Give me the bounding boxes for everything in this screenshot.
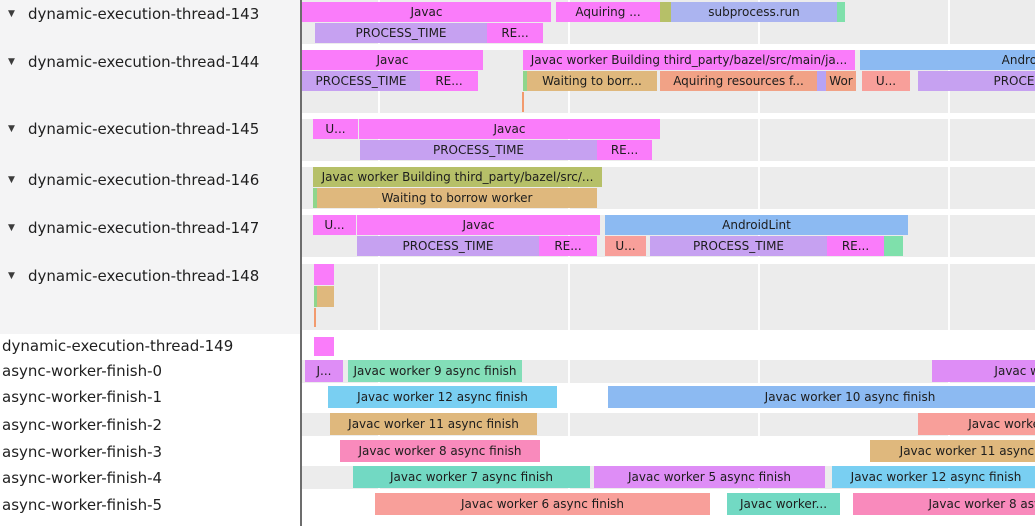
trace-slice[interactable]: Wor bbox=[826, 71, 856, 91]
instant-event-tick[interactable] bbox=[314, 308, 316, 327]
track-label-row[interactable]: dynamic-execution-thread-149 bbox=[0, 336, 300, 356]
track-label-row[interactable]: async-worker-finish-1 bbox=[0, 387, 300, 407]
track-label: async-worker-finish-1 bbox=[2, 388, 163, 406]
track-label: async-worker-finish-4 bbox=[2, 469, 163, 487]
trace-slice[interactable]: PROCESS_TIME bbox=[650, 236, 827, 256]
trace-slice[interactable]: Javac worker 12 async finish bbox=[832, 466, 1035, 488]
trace-slice[interactable]: Javac bbox=[302, 50, 483, 70]
expand-triangle-icon: ▼ bbox=[8, 9, 15, 19]
track-label: dynamic-execution-thread-144 bbox=[28, 53, 260, 71]
track-label-row[interactable]: ▼ dynamic-execution-thread-145 bbox=[0, 119, 300, 139]
trace-slice[interactable]: U... bbox=[862, 71, 910, 91]
trace-slice[interactable]: Javac worker 11 async finish bbox=[870, 440, 1035, 462]
trace-slice[interactable] bbox=[837, 2, 845, 22]
track-label: dynamic-execution-thread-148 bbox=[28, 267, 260, 285]
track-panel-shade bbox=[0, 0, 300, 334]
trace-slice[interactable] bbox=[317, 286, 334, 307]
expand-triangle-icon: ▼ bbox=[8, 223, 15, 233]
track-label-row[interactable]: async-worker-finish-3 bbox=[0, 442, 300, 462]
trace-slice[interactable]: Javac worker 7 async finish bbox=[353, 466, 590, 488]
trace-slice[interactable]: Javac w bbox=[932, 360, 1035, 382]
trace-slice[interactable]: Javac worker 8 async finish bbox=[340, 440, 540, 462]
trace-slice[interactable]: subprocess.run bbox=[671, 2, 837, 22]
trace-slice[interactable] bbox=[314, 286, 317, 307]
track-label-row[interactable]: ▼ dynamic-execution-thread-143 bbox=[0, 4, 300, 24]
trace-slice[interactable]: Javac worker Building third_party/bazel/… bbox=[523, 50, 855, 70]
trace-slice[interactable]: RE... bbox=[420, 71, 478, 91]
track-label-row[interactable]: ▼ dynamic-execution-thread-148 bbox=[0, 266, 300, 286]
expand-triangle-icon: ▼ bbox=[8, 124, 15, 134]
track-label: dynamic-execution-thread-147 bbox=[28, 219, 260, 237]
trace-slice[interactable]: RE... bbox=[597, 140, 652, 160]
track-name-panel: ▼ dynamic-execution-thread-143 ▼ dynamic-ex… bbox=[0, 0, 300, 526]
track-label: async-worker-finish-0 bbox=[2, 362, 163, 380]
expand-triangle-icon: ▼ bbox=[8, 175, 15, 185]
trace-slice[interactable]: AndroidLint bbox=[605, 215, 908, 235]
trace-slice[interactable]: PROCESS_TIME bbox=[315, 23, 487, 43]
trace-slice[interactable] bbox=[817, 71, 826, 91]
trace-slice[interactable]: U... bbox=[313, 215, 356, 235]
trace-slice[interactable]: PROCESS_TIME bbox=[357, 236, 539, 256]
trace-slice[interactable]: Javac worker 8 async finish bbox=[853, 493, 1035, 515]
gridline bbox=[758, 0, 760, 526]
track-label-row[interactable]: async-worker-finish-2 bbox=[0, 415, 300, 435]
expand-triangle-icon: ▼ bbox=[8, 271, 15, 281]
trace-slice[interactable]: AndroidLint bbox=[860, 50, 1035, 70]
track-label-row[interactable]: async-worker-finish-0 bbox=[0, 361, 300, 381]
trace-slice[interactable]: U... bbox=[313, 119, 358, 139]
trace-slice[interactable]: PROCESS_TIME bbox=[302, 71, 420, 91]
trace-slice[interactable]: Javac bbox=[359, 119, 660, 139]
trace-slice[interactable]: Javac worker 10 async finish bbox=[608, 386, 1035, 408]
track-label-row[interactable]: ▼ dynamic-execution-thread-147 bbox=[0, 218, 300, 238]
trace-slice[interactable]: Javac worke bbox=[918, 413, 1035, 435]
trace-slice[interactable]: Javac bbox=[302, 2, 551, 22]
gridline bbox=[378, 0, 380, 526]
trace-slice[interactable]: Javac worker Building third_party/bazel/… bbox=[313, 167, 602, 187]
track-label: dynamic-execution-thread-149 bbox=[2, 337, 234, 355]
track-label-row[interactable]: async-worker-finish-4 bbox=[0, 468, 300, 488]
trace-slice[interactable]: U... bbox=[605, 236, 646, 256]
trace-slice[interactable]: PROCESS_TIME bbox=[360, 140, 597, 160]
trace-slice[interactable] bbox=[314, 264, 334, 285]
trace-slice[interactable]: Javac worker 5 async finish bbox=[594, 466, 825, 488]
trace-slice[interactable]: RE... bbox=[827, 236, 884, 256]
trace-slice[interactable]: Waiting to borrow worker bbox=[317, 188, 597, 208]
track-label-row[interactable]: ▼ dynamic-execution-thread-144 bbox=[0, 52, 300, 72]
trace-slice[interactable] bbox=[660, 2, 671, 22]
trace-slice[interactable]: Aquiring resources f... bbox=[660, 71, 817, 91]
trace-slice[interactable] bbox=[884, 236, 903, 256]
track-label-row[interactable]: async-worker-finish-5 bbox=[0, 495, 300, 515]
trace-slice[interactable]: Aquiring ... bbox=[556, 2, 660, 22]
trace-slice[interactable]: RE... bbox=[539, 236, 597, 256]
trace-slice[interactable]: J... bbox=[305, 360, 343, 382]
trace-slice[interactable] bbox=[523, 71, 527, 91]
trace-slice[interactable]: Javac worker 9 async finish bbox=[348, 360, 522, 382]
trace-slice[interactable]: Javac bbox=[357, 215, 600, 235]
trace-slice[interactable]: RE... bbox=[487, 23, 543, 43]
panel-divider[interactable] bbox=[300, 0, 302, 526]
track-label: async-worker-finish-5 bbox=[2, 496, 163, 514]
track-row-background bbox=[302, 264, 1035, 330]
instant-event-tick[interactable] bbox=[522, 92, 524, 112]
trace-slice[interactable] bbox=[313, 188, 317, 208]
trace-slice[interactable]: PROCESS_TIME bbox=[918, 71, 1035, 91]
gridline bbox=[568, 0, 570, 526]
trace-slice[interactable] bbox=[314, 337, 334, 356]
track-label: async-worker-finish-3 bbox=[2, 443, 163, 461]
timeline-canvas: Javac Aquiring ... subprocess.run PROCESS_T… bbox=[302, 0, 1035, 526]
track-label: dynamic-execution-thread-143 bbox=[28, 5, 260, 23]
gridline bbox=[948, 0, 950, 526]
trace-slice[interactable]: Javac worker... bbox=[727, 493, 840, 515]
track-label: dynamic-execution-thread-146 bbox=[28, 171, 260, 189]
track-label: async-worker-finish-2 bbox=[2, 416, 163, 434]
trace-slice[interactable]: Javac worker 6 async finish bbox=[375, 493, 710, 515]
trace-slice[interactable]: Waiting to borr... bbox=[527, 71, 657, 91]
track-label-row[interactable]: ▼ dynamic-execution-thread-146 bbox=[0, 170, 300, 190]
track-label: dynamic-execution-thread-145 bbox=[28, 120, 260, 138]
trace-slice[interactable]: Javac worker 12 async finish bbox=[328, 386, 557, 408]
trace-slice[interactable]: Javac worker 11 async finish bbox=[330, 413, 537, 435]
expand-triangle-icon: ▼ bbox=[8, 57, 15, 67]
